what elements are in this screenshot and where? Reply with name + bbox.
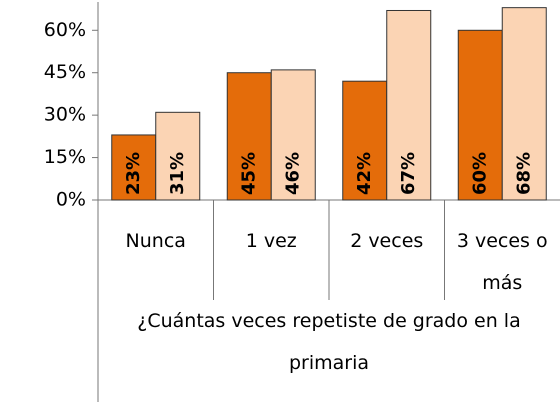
value-label: 42% <box>354 152 375 195</box>
value-label: 68% <box>513 152 534 195</box>
x-tick-label: 2 veces <box>350 230 424 252</box>
value-label: 31% <box>167 152 188 195</box>
value-label: 23% <box>123 152 144 195</box>
value-label: 67% <box>398 152 419 195</box>
y-tick-label: 15% <box>44 146 86 168</box>
y-tick-label: 0% <box>56 189 86 211</box>
bar <box>342 80 388 201</box>
x-tick-label: 1 vez <box>245 230 297 252</box>
bar <box>226 72 272 201</box>
y-tick-label: 45% <box>44 61 86 83</box>
bar <box>270 69 316 201</box>
x-axis-title: ¿Cuántas veces repetiste de grado en la … <box>137 310 521 374</box>
x-tick-label: 3 veces o más <box>456 230 548 294</box>
bar <box>501 7 547 201</box>
bar <box>386 9 432 201</box>
value-label: 46% <box>282 152 303 195</box>
value-label: 60% <box>469 152 490 195</box>
value-label: 45% <box>238 152 259 195</box>
x-tick-label: Nunca <box>125 230 186 252</box>
y-tick-label: 30% <box>44 104 86 126</box>
y-tick-label: 60% <box>44 19 86 41</box>
bar <box>457 29 503 201</box>
bar <box>155 111 201 201</box>
